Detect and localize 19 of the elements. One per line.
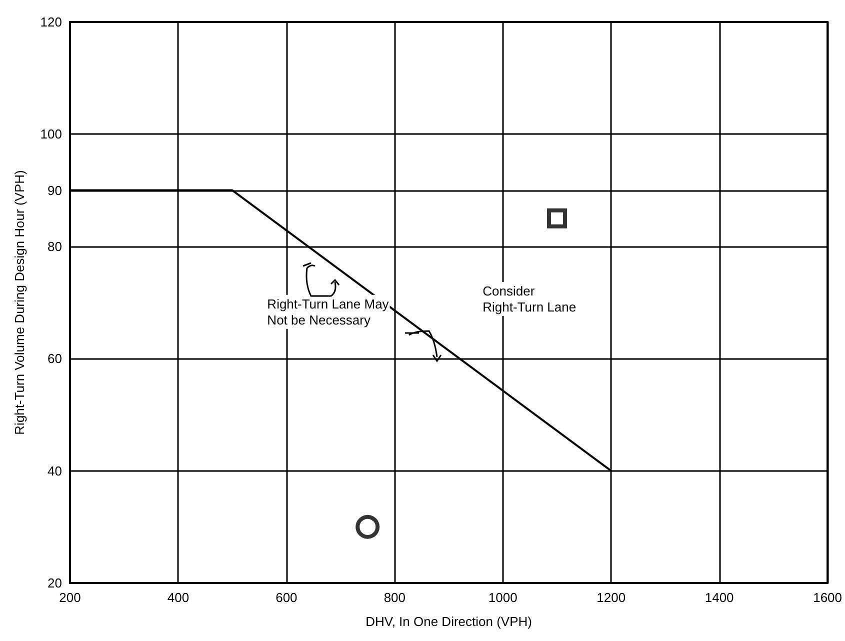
y-tick-label: 100 (40, 126, 62, 142)
x-tick-label: 1000 (488, 590, 518, 605)
annotation: Consider Right-Turn Lane (482, 284, 576, 315)
x-axis-title: DHV, In One Direction (VPH) (366, 614, 532, 629)
y-tick-label: 40 (48, 463, 62, 478)
x-tick-label: 200 (59, 590, 81, 605)
annotation: Right-Turn Lane May Not be Necessary (267, 296, 390, 328)
x-tick-label: 400 (167, 590, 190, 605)
x-tick-label: 1200 (596, 590, 626, 605)
x-tick-label: 600 (276, 590, 298, 605)
y-tick-label: 80 (48, 238, 62, 254)
y-tick-label: 60 (48, 351, 62, 366)
y-tick-label: 120 (40, 14, 62, 30)
y-tick-label: 20 (48, 576, 62, 590)
x-tick-label: 800 (384, 590, 406, 605)
x-tick-label: 1600 (813, 590, 842, 605)
x-tick-label: 1400 (704, 590, 734, 605)
y-tick-label: 90 (48, 182, 62, 198)
y-axis-title: Right-Turn Volume During Design Hour (VPH) (12, 170, 27, 435)
